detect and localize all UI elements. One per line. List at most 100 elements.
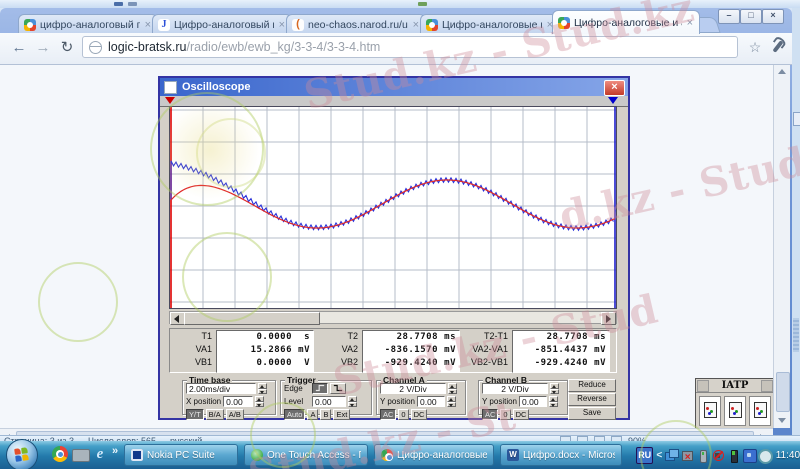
channel-a-ac-button[interactable]: AC — [380, 409, 397, 420]
chrome-quicklaunch-icon[interactable] — [52, 446, 68, 462]
battery-icon[interactable] — [727, 449, 740, 463]
save-button[interactable]: Save — [568, 407, 616, 420]
scroll-down-button[interactable] — [776, 414, 788, 426]
trigger-level-input[interactable]: 0.00 — [312, 396, 346, 407]
task-nokia-pc-suite[interactable]: Nokia PC Suite — [124, 444, 238, 466]
scroll-up-button[interactable] — [776, 66, 788, 78]
tab-title: цифро-аналоговый прес — [40, 18, 140, 31]
falling-edge-icon[interactable] — [330, 383, 346, 394]
channel-a-scale-spinner[interactable] — [448, 383, 457, 394]
ab-button[interactable]: A/B — [225, 409, 244, 420]
tab-4[interactable]: Цифро-аналоговые прес × — [420, 14, 560, 34]
word-statusbar[interactable]: Страница: 3 из 3 Число слов: 565 русский… — [0, 435, 800, 442]
reverse-button[interactable]: Reverse — [568, 393, 616, 406]
readout-label: T2-T1 — [483, 331, 508, 341]
iatp-instrument[interactable] — [724, 396, 746, 426]
readout-label: VA2-VA1 — [472, 344, 508, 354]
xposition-spinner[interactable] — [255, 396, 265, 407]
channel-a-ypos-spinner[interactable] — [447, 396, 456, 407]
trigger-auto-button[interactable]: Auto — [284, 409, 306, 420]
bookmark-star-icon[interactable]: ☆ — [748, 39, 762, 55]
maximize-button[interactable]: □ — [740, 9, 762, 24]
tab-1[interactable]: цифро-аналоговый прес × — [18, 14, 158, 34]
view-mode-icon[interactable] — [577, 436, 588, 442]
scope-scrollbar — [169, 311, 617, 325]
channel-a-ypos-input[interactable]: 0.00 — [417, 396, 445, 407]
language-indicator[interactable]: RU — [636, 446, 654, 464]
bluetooth-utility-icon[interactable] — [742, 448, 757, 463]
quicklaunch-overflow-chevron[interactable]: » — [112, 445, 119, 457]
rising-edge-icon[interactable] — [312, 383, 328, 394]
minimize-button[interactable]: – — [718, 9, 740, 24]
trigger-level-spinner[interactable] — [348, 396, 357, 407]
channel-b-ypos-spinner[interactable] — [549, 396, 558, 407]
trigger-a-button[interactable]: A — [307, 409, 319, 420]
close-button[interactable]: × — [762, 9, 784, 24]
reduce-button[interactable]: Reduce — [568, 379, 616, 392]
yt-button[interactable]: Y/T — [186, 409, 204, 420]
oscilloscope-close-button[interactable]: × — [604, 80, 625, 96]
clock-app-icon[interactable] — [758, 448, 774, 464]
tray-collapse-chevron[interactable]: < — [656, 449, 663, 461]
reload-button[interactable]: ↻ — [60, 39, 74, 56]
tab-close-icon[interactable]: × — [412, 18, 419, 31]
scroll-left-button[interactable] — [170, 312, 185, 325]
view-mode-icon[interactable] — [611, 436, 622, 442]
channel-a-dc-button[interactable]: DC — [410, 409, 428, 420]
task-word-document[interactable]: W Цифро.docx - Microso... — [500, 444, 622, 466]
xposition-input[interactable]: 0.00 — [223, 396, 254, 407]
oscilloscope-title: Oscilloscope — [182, 81, 251, 93]
background-window-edge — [792, 8, 800, 441]
tab-5-active[interactable]: Цифро-аналоговые и ан × — [552, 10, 700, 34]
cursor-1-handle[interactable] — [165, 97, 175, 104]
channel-b-0-button[interactable]: 0 — [500, 409, 511, 420]
view-mode-icon[interactable] — [560, 436, 571, 442]
task-one-touch-access[interactable]: One Touch Access - П... — [244, 444, 368, 466]
vertical-scroll-thumb[interactable] — [776, 372, 790, 412]
mute-icon[interactable] — [712, 449, 725, 462]
tab-close-icon[interactable]: × — [144, 18, 151, 31]
phone-icon[interactable] — [696, 449, 709, 463]
view-mode-icon[interactable] — [594, 436, 605, 442]
address-bar[interactable]: logic-bratsk.ru/radio/ewb/ewb_kg/3-3-4/3… — [82, 36, 738, 58]
channel-a-scale-input[interactable]: 2 V/Div — [380, 383, 446, 394]
oscilloscope-titlebar[interactable]: Oscilloscope × — [160, 78, 628, 96]
start-button[interactable] — [6, 439, 38, 469]
control-panel: Time base 2.00ms/div X position 0.00 Y/T — [160, 375, 628, 420]
scroll-thumb[interactable] — [184, 312, 320, 325]
ba-button[interactable]: B/A — [205, 409, 224, 420]
tab-close-icon[interactable]: × — [278, 18, 285, 31]
network-disconnected-icon[interactable]: × — [681, 449, 694, 463]
cursor-2-handle[interactable] — [608, 97, 618, 104]
tab-title: Цифро-аналоговый прес — [174, 18, 274, 31]
forward-button[interactable]: → — [35, 39, 51, 56]
scroll-right-button[interactable] — [601, 312, 616, 325]
channel-b-scale-input[interactable]: 2 V/Div — [482, 383, 548, 394]
timebase-spinner[interactable] — [258, 383, 267, 394]
timebase-group: Time base 2.00ms/div X position 0.00 Y/T — [182, 375, 276, 420]
channel-b-ypos-input[interactable]: 0.00 — [519, 396, 547, 407]
tab-close-icon[interactable]: × — [686, 16, 693, 29]
word-zoom-level[interactable]: 90% — [628, 436, 647, 442]
channel-a-0-button[interactable]: 0 — [398, 409, 409, 420]
iatp-instrument[interactable] — [699, 396, 721, 426]
channel-b-scale-spinner[interactable] — [550, 383, 559, 394]
printer-quicklaunch-icon[interactable] — [72, 449, 90, 462]
timebase-scale-input[interactable]: 2.00ms/div — [186, 383, 256, 394]
tab-3[interactable]: ( neo-chaos.narod.ru/usef × — [286, 14, 426, 34]
back-button[interactable]: ← — [11, 39, 27, 56]
channel-b-dc-button[interactable]: DC — [512, 409, 530, 420]
task-chrome-page[interactable]: Цифро-аналоговые и ... — [374, 444, 494, 466]
tab-close-icon[interactable]: × — [546, 18, 553, 31]
wrench-menu-icon[interactable] — [768, 35, 788, 56]
network-icon[interactable] — [665, 448, 680, 462]
tab-2[interactable]: J Цифро-аналоговый прес × — [152, 14, 292, 34]
trigger-ext-button[interactable]: Ext — [333, 409, 351, 420]
nokia-icon — [131, 449, 143, 461]
taskbar-clock[interactable]: 11:40 — [775, 449, 800, 461]
vertical-scrollbar[interactable] — [773, 64, 790, 428]
channel-b-ac-button[interactable]: AC — [482, 409, 499, 420]
trigger-b-button[interactable]: B — [320, 409, 332, 420]
iatp-instrument[interactable] — [749, 396, 771, 426]
internet-explorer-icon[interactable]: e — [96, 446, 104, 462]
